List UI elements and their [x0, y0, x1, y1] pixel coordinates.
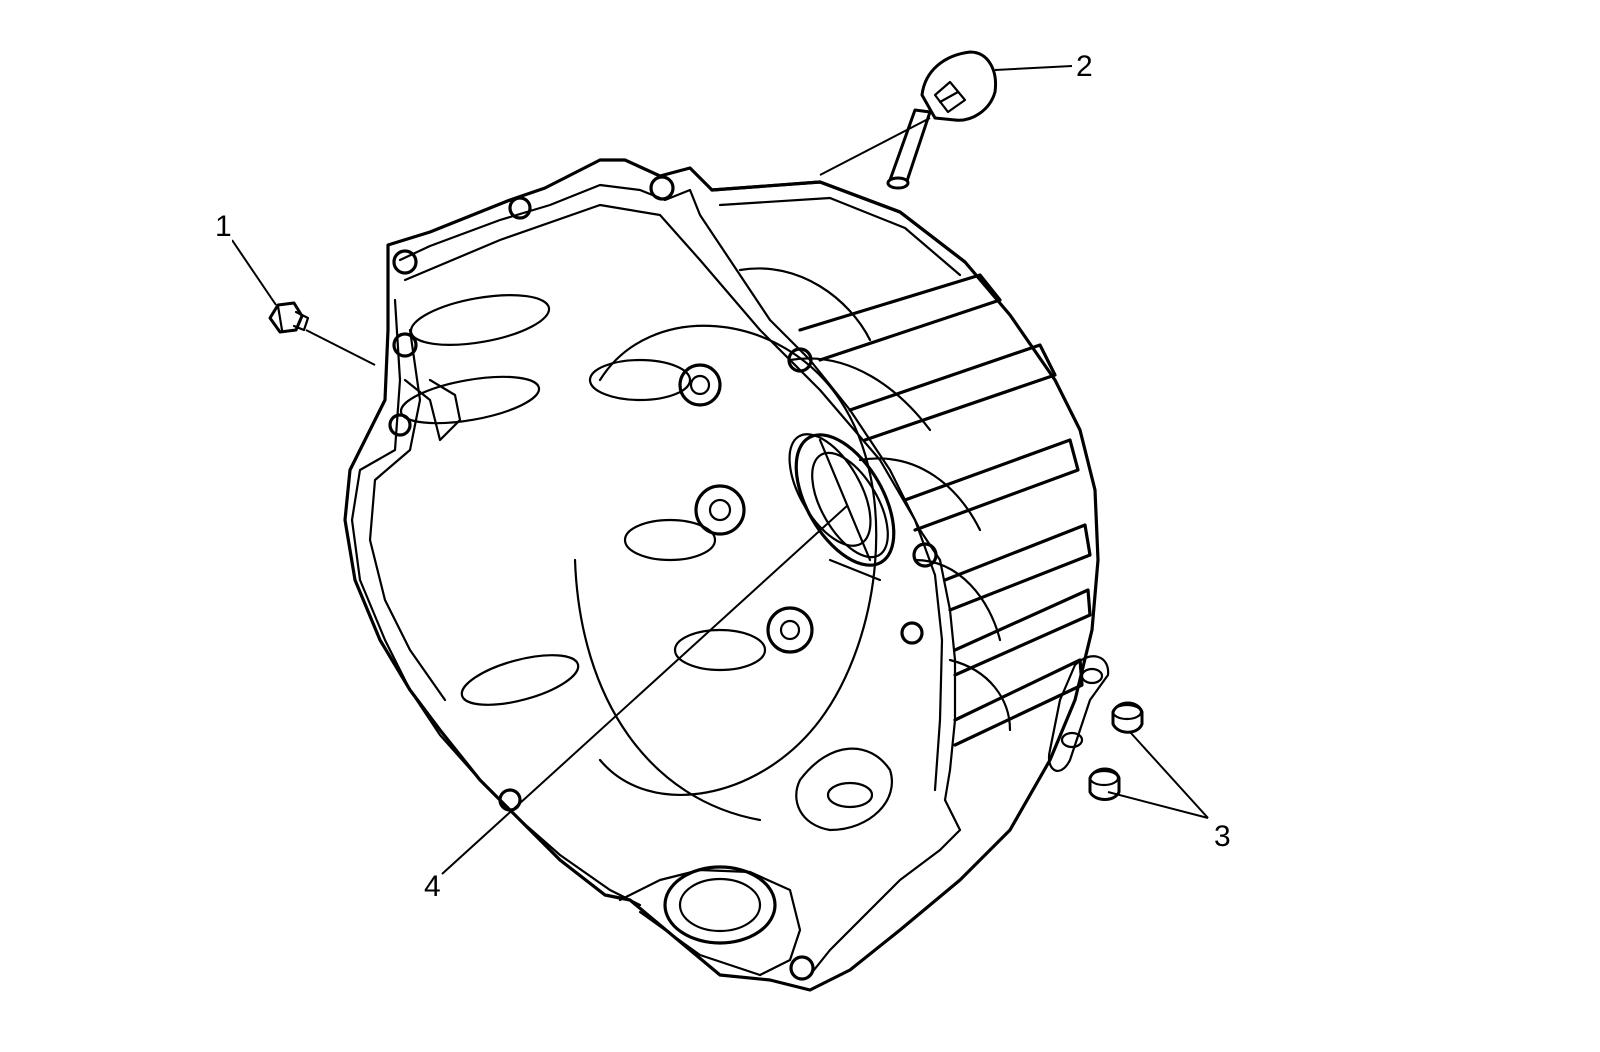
drain-plug-part — [268, 301, 310, 334]
callout-1: 1 — [215, 210, 232, 243]
leader-2 — [994, 65, 1073, 71]
leader-1 — [231, 239, 277, 306]
input-shaft-seal — [788, 433, 896, 582]
leader-3b — [1107, 791, 1209, 819]
leader-4 — [441, 504, 849, 875]
flange-bolt-holes — [388, 175, 938, 981]
leader-2b — [819, 117, 931, 176]
callout-3: 3 — [1214, 820, 1231, 853]
leader-lines — [231, 65, 1209, 875]
callout-2: 2 — [1076, 50, 1093, 83]
leader-1b — [305, 329, 376, 366]
bellhousing-body — [343, 158, 1100, 992]
dowel-sleeves-part — [1047, 655, 1144, 801]
ribbed-cage — [710, 180, 1092, 747]
housing-internal-features — [399, 294, 893, 945]
callout-4: 4 — [424, 870, 441, 903]
leader-3a — [1129, 731, 1209, 819]
vent-elbow-part — [886, 50, 998, 190]
